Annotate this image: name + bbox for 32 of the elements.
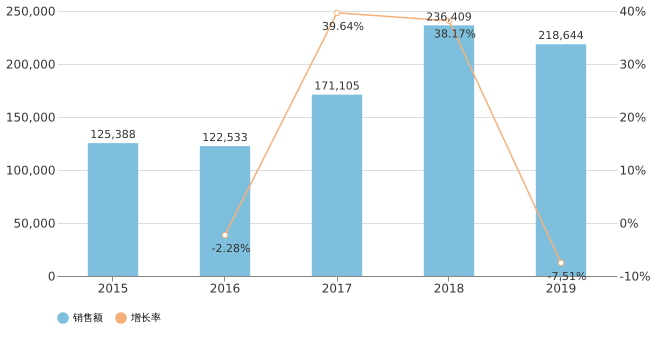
point — [334, 10, 340, 16]
data-label: 236,409 — [426, 10, 472, 24]
x-tick-label: 2018 — [434, 282, 464, 296]
x-tick-label: 2019 — [546, 282, 576, 296]
point — [558, 260, 564, 266]
y2-tick-label: 40% — [620, 4, 646, 18]
data-label: 171,105 — [314, 80, 360, 93]
y-tick-label: 50,000 — [14, 216, 56, 230]
bar — [88, 143, 138, 276]
y-tick-label: 250,000 — [6, 4, 56, 18]
y2-tick-label: 10% — [620, 164, 646, 178]
y2-tick-label: 30% — [620, 58, 646, 72]
y2-tick-label: -10% — [620, 270, 651, 284]
legend-label: 销售额 — [72, 312, 103, 324]
y2-tick-label: 0% — [620, 216, 639, 230]
bar — [312, 94, 362, 276]
data-label: 122,533 — [202, 131, 248, 144]
y2-tick-label: 20% — [620, 110, 646, 124]
bar — [200, 146, 250, 276]
y-tick-label: 150,000 — [6, 110, 56, 124]
data-label: 218,644 — [538, 29, 584, 42]
y-tick-label: 200,000 — [6, 58, 56, 72]
legend-label: 增长率 — [130, 312, 161, 324]
x-tick-label: 2015 — [98, 282, 128, 296]
data-label: -2.28% — [212, 242, 250, 256]
x-tick-label: 2017 — [322, 282, 352, 296]
x-tick-label: 2016 — [210, 282, 240, 296]
point — [222, 232, 228, 238]
y-tick-label: 100,000 — [6, 164, 56, 178]
bar — [424, 25, 474, 276]
data-label: 125,388 — [90, 128, 136, 142]
y-tick-label: 0 — [48, 270, 56, 284]
